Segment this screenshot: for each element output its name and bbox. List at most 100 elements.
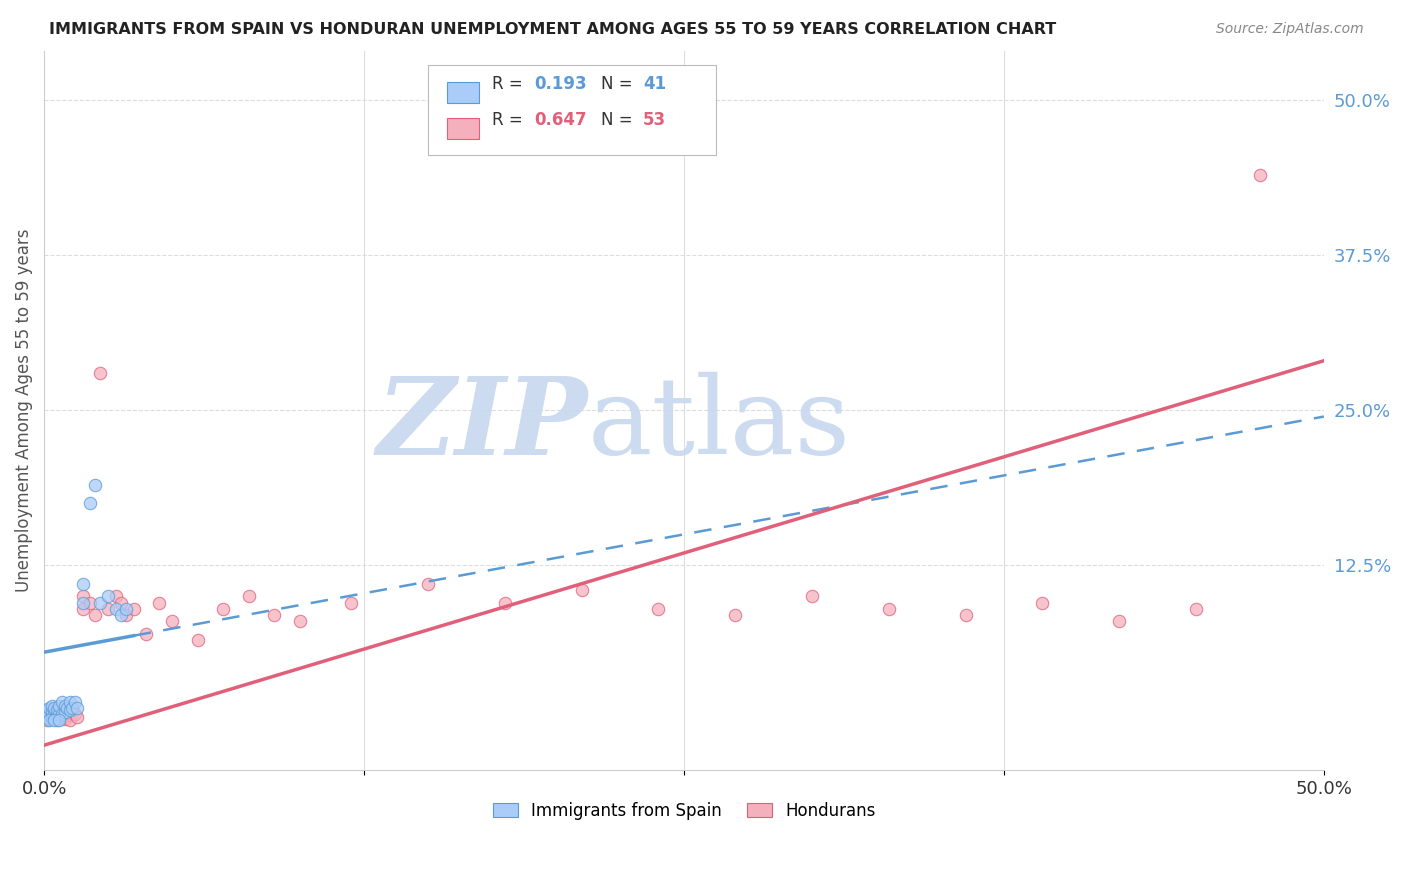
Point xyxy=(115,607,138,622)
Point xyxy=(53,705,76,719)
Point xyxy=(44,709,66,723)
Point xyxy=(59,706,82,720)
Point xyxy=(35,711,58,725)
Point xyxy=(51,711,73,725)
Point xyxy=(288,614,311,628)
Point xyxy=(1249,168,1271,182)
Point xyxy=(724,607,747,622)
Point xyxy=(89,596,111,610)
Point xyxy=(97,590,120,604)
Point xyxy=(51,695,73,709)
Point xyxy=(38,701,60,715)
Point xyxy=(60,703,83,717)
Point xyxy=(59,703,82,717)
Text: R =: R = xyxy=(492,75,523,93)
Text: R =: R = xyxy=(492,111,523,128)
Point xyxy=(72,596,94,610)
Point xyxy=(38,709,60,723)
Bar xyxy=(447,118,479,139)
Point xyxy=(45,705,67,719)
Point xyxy=(38,708,60,723)
Point xyxy=(647,601,669,615)
Point xyxy=(56,708,79,723)
Point xyxy=(44,707,66,722)
Point xyxy=(38,711,60,725)
Point xyxy=(45,712,67,726)
Point xyxy=(41,703,63,717)
Point xyxy=(571,583,593,598)
Point xyxy=(340,596,363,610)
Point xyxy=(79,596,101,610)
Point xyxy=(45,714,67,728)
Point xyxy=(72,577,94,591)
Point xyxy=(1031,596,1053,610)
Point xyxy=(44,706,66,720)
Point xyxy=(48,703,70,717)
Point xyxy=(53,712,76,726)
Point xyxy=(66,701,89,715)
Point xyxy=(56,701,79,715)
Point xyxy=(104,601,127,615)
Point xyxy=(51,708,73,723)
Point xyxy=(41,705,63,719)
Point xyxy=(53,698,76,713)
Point xyxy=(97,601,120,615)
Point xyxy=(122,601,145,615)
Point xyxy=(51,707,73,722)
Point xyxy=(110,596,132,610)
Point xyxy=(59,714,82,728)
Point xyxy=(148,596,170,610)
Point xyxy=(263,607,285,622)
Point xyxy=(63,695,86,709)
Point xyxy=(238,590,260,604)
Point xyxy=(41,707,63,722)
Point xyxy=(59,695,82,709)
Text: 41: 41 xyxy=(643,75,666,93)
Point xyxy=(48,709,70,723)
Point xyxy=(38,706,60,720)
Point xyxy=(104,590,127,604)
Point xyxy=(41,711,63,725)
Point xyxy=(212,601,235,615)
Text: N =: N = xyxy=(600,111,633,128)
Point xyxy=(66,709,89,723)
Text: atlas: atlas xyxy=(588,372,851,477)
Point xyxy=(48,698,70,713)
Text: 0.193: 0.193 xyxy=(534,75,586,93)
Point xyxy=(110,607,132,622)
Point xyxy=(35,703,58,717)
Point xyxy=(79,496,101,510)
Point xyxy=(45,703,67,717)
Point xyxy=(801,590,824,604)
Point xyxy=(1108,614,1130,628)
Point xyxy=(135,626,157,640)
Point xyxy=(35,707,58,722)
Point xyxy=(115,601,138,615)
Point xyxy=(35,707,58,722)
Text: 53: 53 xyxy=(643,111,666,128)
Point xyxy=(48,714,70,728)
Bar xyxy=(447,81,479,103)
Point xyxy=(416,577,439,591)
Point xyxy=(44,701,66,715)
Point xyxy=(63,707,86,722)
Point xyxy=(72,601,94,615)
Text: 0.647: 0.647 xyxy=(534,111,586,128)
Point xyxy=(44,711,66,725)
FancyBboxPatch shape xyxy=(427,65,716,155)
Point xyxy=(45,707,67,722)
Point xyxy=(160,614,183,628)
Legend: Immigrants from Spain, Hondurans: Immigrants from Spain, Hondurans xyxy=(486,795,882,826)
Point xyxy=(44,714,66,728)
Point xyxy=(53,707,76,722)
Point xyxy=(35,714,58,728)
Text: ZIP: ZIP xyxy=(377,372,588,478)
Point xyxy=(84,477,107,491)
Text: N =: N = xyxy=(600,75,633,93)
Point xyxy=(955,607,977,622)
Point xyxy=(72,590,94,604)
Point xyxy=(60,701,83,715)
Point xyxy=(84,607,107,622)
Point xyxy=(41,698,63,713)
Point xyxy=(89,366,111,380)
